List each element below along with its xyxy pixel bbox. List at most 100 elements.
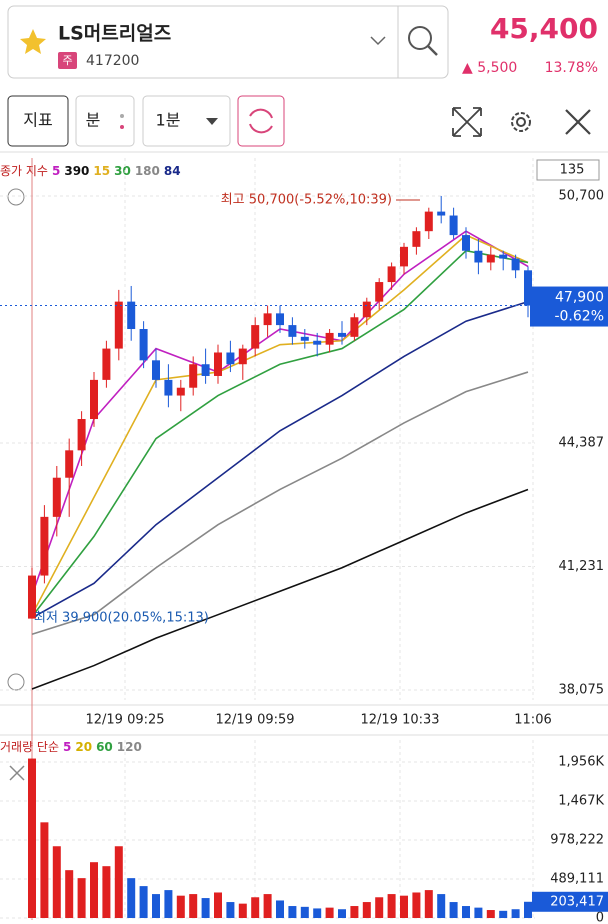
legend-entry: 60 xyxy=(96,740,113,754)
y-tick-label: 38,075 xyxy=(559,683,605,698)
ma-line xyxy=(31,488,529,690)
ma-line xyxy=(31,371,529,636)
refresh-icon xyxy=(249,108,273,134)
candle-body xyxy=(40,516,49,576)
candle-body xyxy=(164,379,173,396)
x-tick-label: 12/19 10:33 xyxy=(360,713,439,728)
settings-icon-center xyxy=(516,117,526,127)
volume-bar xyxy=(127,878,136,918)
zoom-out[interactable] xyxy=(7,673,25,691)
volume-bar xyxy=(152,894,160,918)
candle-body xyxy=(437,211,446,216)
price: 45,400 xyxy=(490,12,598,45)
candle-body xyxy=(486,254,495,263)
search-icon[interactable] xyxy=(408,26,432,50)
candle-body xyxy=(28,575,36,619)
candle-body xyxy=(189,364,198,388)
volume-bar xyxy=(40,822,49,918)
candle-body xyxy=(176,387,185,396)
candle-body xyxy=(201,364,210,376)
y-tick-label: 0 xyxy=(596,911,604,924)
candle-body xyxy=(263,313,272,326)
dot xyxy=(120,114,124,118)
volume-bar xyxy=(65,870,74,918)
indicator-button[interactable] xyxy=(7,95,69,147)
volume-bar xyxy=(201,898,210,918)
period-type-label: 분 xyxy=(86,111,101,130)
current-volume: 203,417 xyxy=(550,894,604,909)
legend-entry: 120 xyxy=(117,740,142,754)
high-label: 최고 50,700(-5.52%,10:39) xyxy=(221,193,392,208)
volume-bar xyxy=(511,909,520,918)
search-icon-handle xyxy=(427,45,438,56)
candle-body xyxy=(375,282,384,302)
close-volume[interactable] xyxy=(9,765,25,781)
volume-bar xyxy=(437,894,446,918)
favorite-star[interactable] xyxy=(20,29,46,54)
zoom-in[interactable] xyxy=(7,188,25,206)
market-badge: 주 xyxy=(62,54,72,67)
x-tick-label: 12/19 09:59 xyxy=(215,713,294,728)
volume-bar xyxy=(338,909,346,918)
volume-bar xyxy=(375,897,384,918)
candle-body xyxy=(350,317,359,337)
candle-body xyxy=(276,313,284,326)
candle-body xyxy=(313,340,322,345)
legend-entry: 180 xyxy=(135,164,160,178)
candle-body xyxy=(400,246,408,267)
low-label: 최저 39,900(20.05%,15:13) xyxy=(34,611,209,626)
tools-icon[interactable] xyxy=(565,109,591,135)
volume-bar xyxy=(288,906,297,918)
settings-icon[interactable] xyxy=(511,112,531,132)
volume-bar xyxy=(164,890,173,918)
ma-line xyxy=(31,249,529,618)
candle-body xyxy=(412,231,421,247)
candle-body xyxy=(226,352,235,365)
legend-entry: 84 xyxy=(164,164,181,178)
candle-body xyxy=(238,348,247,365)
ma-line xyxy=(31,234,529,616)
legend-entry: 5 xyxy=(63,740,71,754)
market-badge-bg xyxy=(58,52,77,69)
volume-bar xyxy=(251,897,260,918)
volume-bar xyxy=(102,866,111,918)
candle-body xyxy=(65,450,74,478)
volume-bar xyxy=(449,902,458,918)
volume-bar xyxy=(238,903,247,918)
candle-body xyxy=(214,352,222,376)
candle-body xyxy=(288,325,297,337)
fullscreen-icon[interactable] xyxy=(452,107,482,137)
current-price-box xyxy=(530,286,608,327)
dropdown-icon[interactable] xyxy=(370,36,386,46)
volume-bar xyxy=(52,846,61,918)
refresh-button[interactable] xyxy=(237,95,285,147)
candle-body xyxy=(152,360,160,380)
legend-title: 종가 지수 xyxy=(0,164,48,178)
stock-name: LS머트리얼즈 xyxy=(58,23,171,45)
candle-body xyxy=(325,332,334,345)
volume-bar xyxy=(313,908,322,918)
candle-body xyxy=(511,258,520,271)
candle-body xyxy=(52,477,61,517)
stock-box[interactable] xyxy=(7,5,449,79)
ma-line xyxy=(31,300,529,619)
candle-body xyxy=(251,325,260,349)
volume-bar xyxy=(400,895,408,918)
candle-body xyxy=(474,250,483,263)
y-tick-label: 1,956K xyxy=(558,755,604,770)
volume-legend: 거래량 단순 5 20 60 120 xyxy=(0,740,142,754)
volume-bar xyxy=(176,895,185,918)
ma-legend: 종가 지수 5 390 15 30 180 84 xyxy=(0,164,181,178)
candle-body xyxy=(524,270,532,306)
current-change: -0.62% xyxy=(554,309,604,325)
count-box xyxy=(536,159,600,181)
volume-bar xyxy=(300,906,309,918)
interval-button[interactable] xyxy=(142,95,231,147)
change-pct: 13.78% xyxy=(545,60,598,76)
y-tick-label: 50,700 xyxy=(559,188,605,203)
current-volume-box xyxy=(532,891,608,912)
period-type-button[interactable] xyxy=(75,95,135,147)
x-tick-label: 11:06 xyxy=(514,713,551,728)
y-tick-label: 1,467K xyxy=(558,794,604,809)
candle-body xyxy=(362,301,371,318)
